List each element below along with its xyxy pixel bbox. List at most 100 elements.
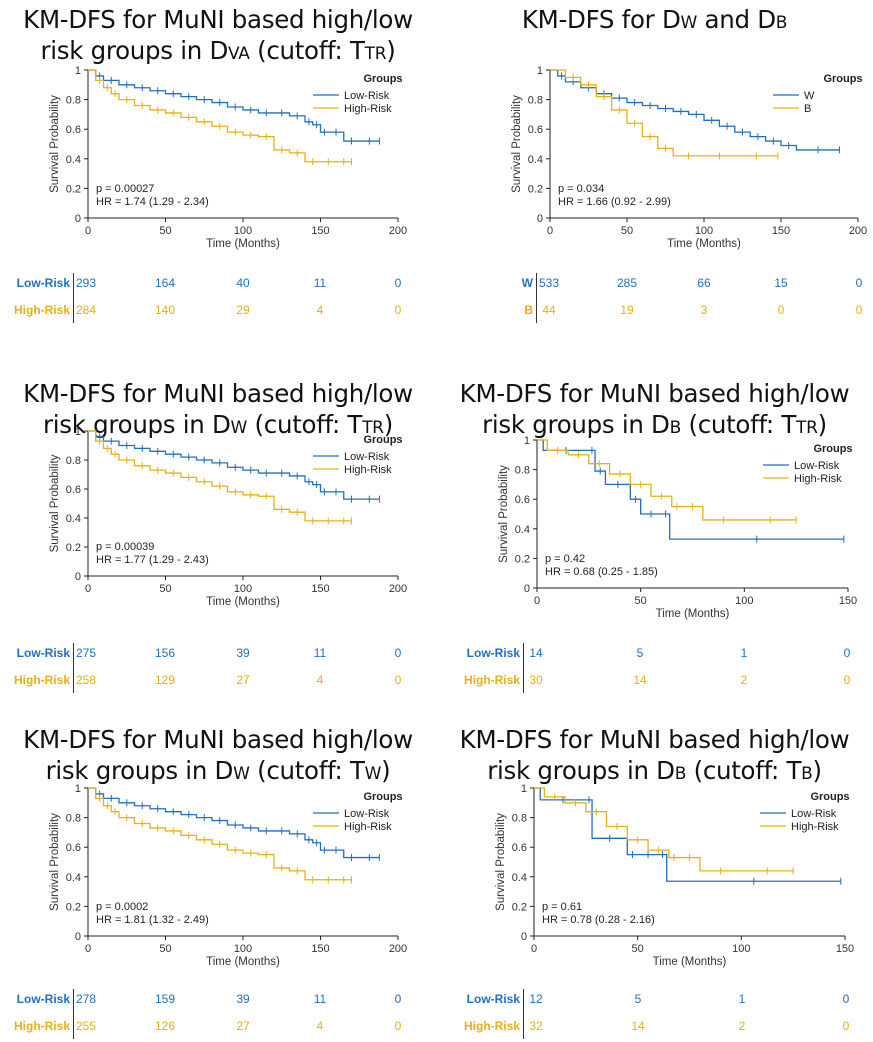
risk-table: Low-Risk 14 5 1 0 High-Risk 30 14 2 0 xyxy=(436,643,873,696)
title-line: KM-DFS for MuNI based high/low xyxy=(0,378,436,409)
risk-count: 0 xyxy=(394,673,402,687)
y-tick-label: 0.8 xyxy=(515,465,530,477)
km-curve-w xyxy=(550,69,840,151)
risk-count: 66 xyxy=(697,276,711,290)
risk-count: 0 xyxy=(855,303,863,317)
y-tick-label: 0 xyxy=(75,213,81,225)
title-segment: B xyxy=(801,764,813,784)
risk-count: 14 xyxy=(529,646,543,660)
risk-count: 255 xyxy=(75,1019,97,1033)
title-segment: W xyxy=(364,764,382,784)
title-line: risk groups in DVA (cutoff: TTR) xyxy=(0,35,436,70)
risk-table-separator xyxy=(523,643,524,693)
x-tick-label: 0 xyxy=(85,225,91,237)
km-plot: 0 0.2 0.4 0.6 0.8 1 0 50 100 150 200 Time (Months) S… xyxy=(511,65,867,250)
risk-count: 0 xyxy=(394,1019,402,1033)
x-tick-label: 0 xyxy=(547,225,553,237)
stat-text: p = 0.034 xyxy=(558,183,604,195)
x-tick-label: 200 xyxy=(389,943,407,955)
legend-label: High-Risk xyxy=(344,464,392,476)
risk-count: 4 xyxy=(316,673,324,687)
x-tick-label: 150 xyxy=(311,225,329,237)
y-tick-label: 0 xyxy=(524,583,530,595)
km-plot: 0 0.2 0.4 0.6 0.8 1 0 50 100 150 200 Time (Months) S… xyxy=(49,65,407,250)
legend-title: Groups xyxy=(363,73,402,85)
risk-count: 0 xyxy=(843,646,851,660)
y-axis-label: Survival Probability xyxy=(495,813,507,911)
title-segment: TR xyxy=(362,418,384,438)
title-segment: ) xyxy=(817,410,828,439)
x-tick-label: 50 xyxy=(159,225,171,237)
y-tick-label: 1 xyxy=(75,426,81,438)
title-segment: (cutoff: T xyxy=(680,410,797,439)
risk-count: 159 xyxy=(154,992,176,1006)
risk-count: 278 xyxy=(75,992,97,1006)
legend-label: Low-Risk xyxy=(794,460,840,472)
risk-count: 11 xyxy=(313,992,327,1006)
y-tick-label: 0.4 xyxy=(66,513,81,525)
y-tick-label: 0.4 xyxy=(515,524,530,536)
chart-title: KM-DFS for DW and DB xyxy=(436,4,873,39)
legend-label: High-Risk xyxy=(794,473,842,485)
y-tick-label: 0.4 xyxy=(512,872,527,884)
risk-count: 0 xyxy=(777,303,785,317)
legend-title: Groups xyxy=(823,73,862,85)
x-tick-label: 150 xyxy=(836,943,854,955)
legend-label: High-Risk xyxy=(791,821,839,833)
title-segment: B xyxy=(674,764,687,784)
x-tick-label: 0 xyxy=(85,943,91,955)
x-tick-label: 100 xyxy=(234,225,252,237)
title-segment: KM-DFS for MuNI based high/low xyxy=(459,379,850,408)
x-tick-label: 150 xyxy=(772,225,790,237)
title-segment: W xyxy=(680,13,698,33)
title-segment: risk groups in D xyxy=(482,410,670,439)
stat-text: HR = 1.66 (0.92 - 2.99) xyxy=(558,196,671,208)
risk-table-separator xyxy=(523,989,524,1039)
risk-count: 39 xyxy=(236,646,250,660)
stat-text: HR = 1.81 (1.32 - 2.49) xyxy=(96,914,209,926)
title-segment: ) xyxy=(381,756,391,785)
x-axis-label: Time (Months) xyxy=(206,956,280,968)
risk-count: 0 xyxy=(394,646,402,660)
title-segment: KM-DFS for MuNI based high/low xyxy=(459,725,850,754)
x-tick-label: 100 xyxy=(695,225,713,237)
km-curve-b xyxy=(550,69,778,157)
risk-table: Low-Risk 293 164 40 11 0 High-Risk 284 140 29 4 0 xyxy=(0,273,436,326)
title-segment: ) xyxy=(386,36,396,65)
y-tick-label: 0.2 xyxy=(66,183,81,195)
title-segment: risk groups in D xyxy=(45,756,234,785)
title-segment: (cutoff: T xyxy=(249,756,365,785)
x-tick-label: 150 xyxy=(311,583,329,595)
y-tick-label: 0.4 xyxy=(528,154,543,166)
y-tick-label: 0.6 xyxy=(528,124,543,136)
x-tick-label: 200 xyxy=(389,225,407,237)
km-curve-high-risk xyxy=(88,430,352,522)
title-line: KM-DFS for MuNI based high/low xyxy=(436,378,873,409)
title-segment: (cutoff: T xyxy=(249,36,365,65)
risk-row-label: Low-Risk xyxy=(466,646,520,660)
risk-count: 12 xyxy=(529,992,543,1006)
title-segment: KM-DFS for D xyxy=(521,5,681,34)
x-axis-label: Time (Months) xyxy=(653,956,727,968)
x-tick-label: 100 xyxy=(234,583,252,595)
risk-row-label: High-Risk xyxy=(13,303,70,317)
y-tick-label: 0.4 xyxy=(66,154,81,166)
risk-count: 275 xyxy=(75,646,97,660)
y-tick-label: 0.6 xyxy=(66,124,81,136)
title-line: KM-DFS for MuNI based high/low xyxy=(0,724,436,755)
title-segment: KM-DFS for MuNI based high/low xyxy=(23,5,413,34)
legend-title: Groups xyxy=(363,791,402,803)
title-segment: ) xyxy=(383,410,394,439)
risk-count: 1 xyxy=(740,646,748,660)
risk-table: Low-Risk 12 5 1 0 High-Risk 32 14 2 0 xyxy=(436,989,873,1042)
risk-table-separator xyxy=(73,273,74,323)
risk-table-separator xyxy=(73,989,74,1039)
stat-text: p = 0.00027 xyxy=(96,183,154,195)
legend-label: Low-Risk xyxy=(344,90,390,102)
risk-count: 0 xyxy=(843,673,851,687)
risk-count: 39 xyxy=(236,992,250,1006)
x-tick-label: 50 xyxy=(621,225,633,237)
risk-row-label: High-Risk xyxy=(463,673,520,687)
x-tick-label: 50 xyxy=(632,943,644,955)
chart-title: KM-DFS for MuNI based high/low risk group… xyxy=(0,4,436,70)
